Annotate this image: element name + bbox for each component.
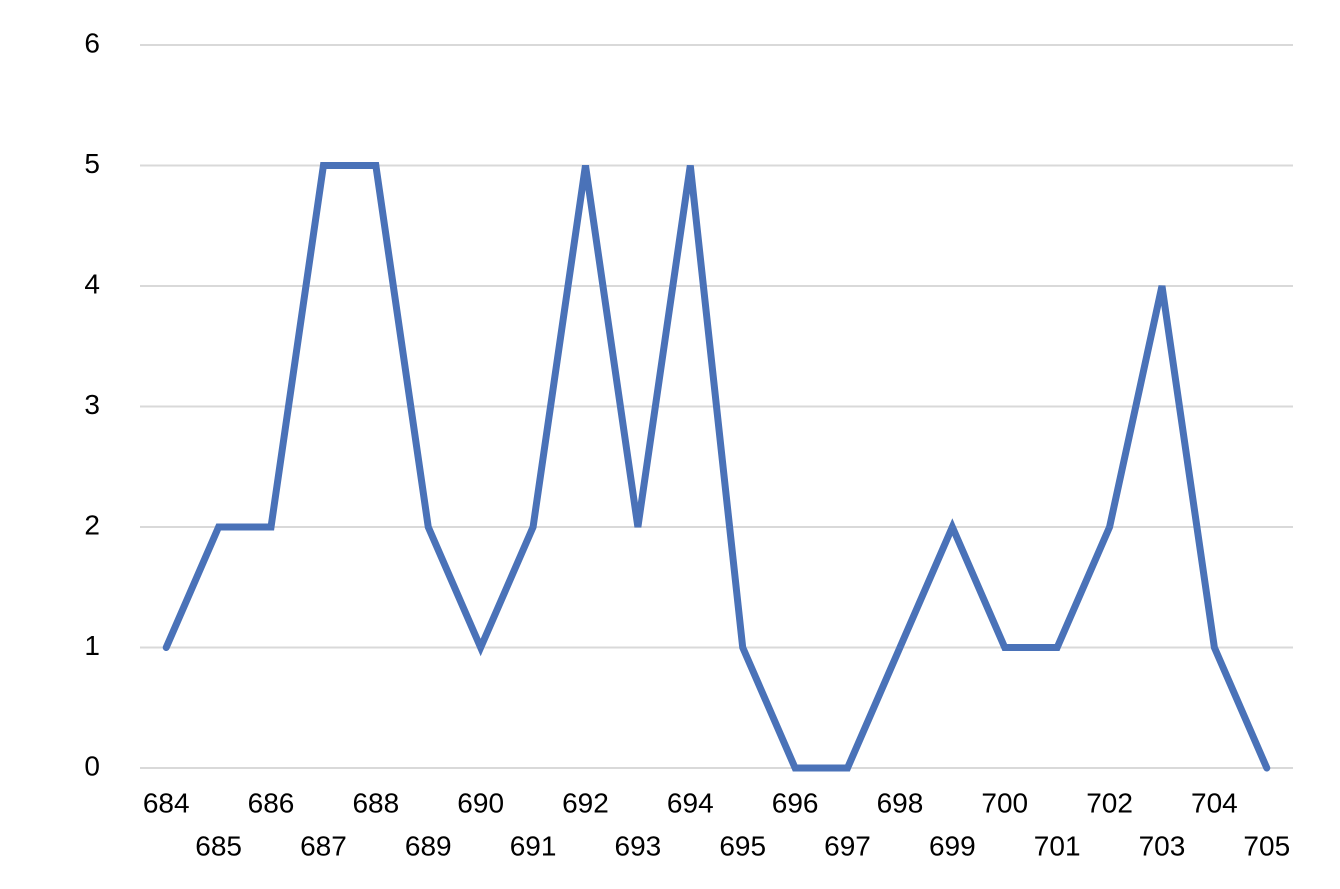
x-tick-label: 705 [1243, 830, 1290, 861]
y-tick-label: 2 [84, 509, 100, 540]
x-tick-label: 691 [510, 830, 557, 861]
x-tick-label: 701 [1034, 830, 1081, 861]
x-tick-label: 685 [195, 830, 242, 861]
x-tick-label: 697 [824, 830, 871, 861]
x-tick-label: 702 [1086, 787, 1133, 818]
x-tick-label: 688 [352, 787, 399, 818]
y-tick-label: 1 [84, 630, 100, 661]
y-tick-label: 5 [84, 148, 100, 179]
x-tick-label: 703 [1139, 830, 1186, 861]
x-tick-label: 684 [143, 787, 190, 818]
x-tick-label: 692 [562, 787, 609, 818]
y-tick-label: 3 [84, 389, 100, 420]
x-tick-label: 699 [929, 830, 976, 861]
x-tick-label: 694 [667, 787, 714, 818]
x-tick-label: 704 [1191, 787, 1238, 818]
y-tick-label: 6 [84, 27, 100, 58]
x-tick-label: 690 [457, 787, 504, 818]
x-tick-label: 698 [877, 787, 924, 818]
y-tick-label: 4 [84, 268, 100, 299]
x-tick-label: 686 [248, 787, 295, 818]
x-tick-label: 693 [615, 830, 662, 861]
y-tick-label: 0 [84, 750, 100, 781]
x-tick-label: 696 [772, 787, 819, 818]
x-tick-label: 695 [719, 830, 766, 861]
x-tick-label: 689 [405, 830, 452, 861]
x-tick-label: 700 [981, 787, 1028, 818]
x-tick-label: 687 [300, 830, 347, 861]
data-line [162, 162, 1271, 772]
